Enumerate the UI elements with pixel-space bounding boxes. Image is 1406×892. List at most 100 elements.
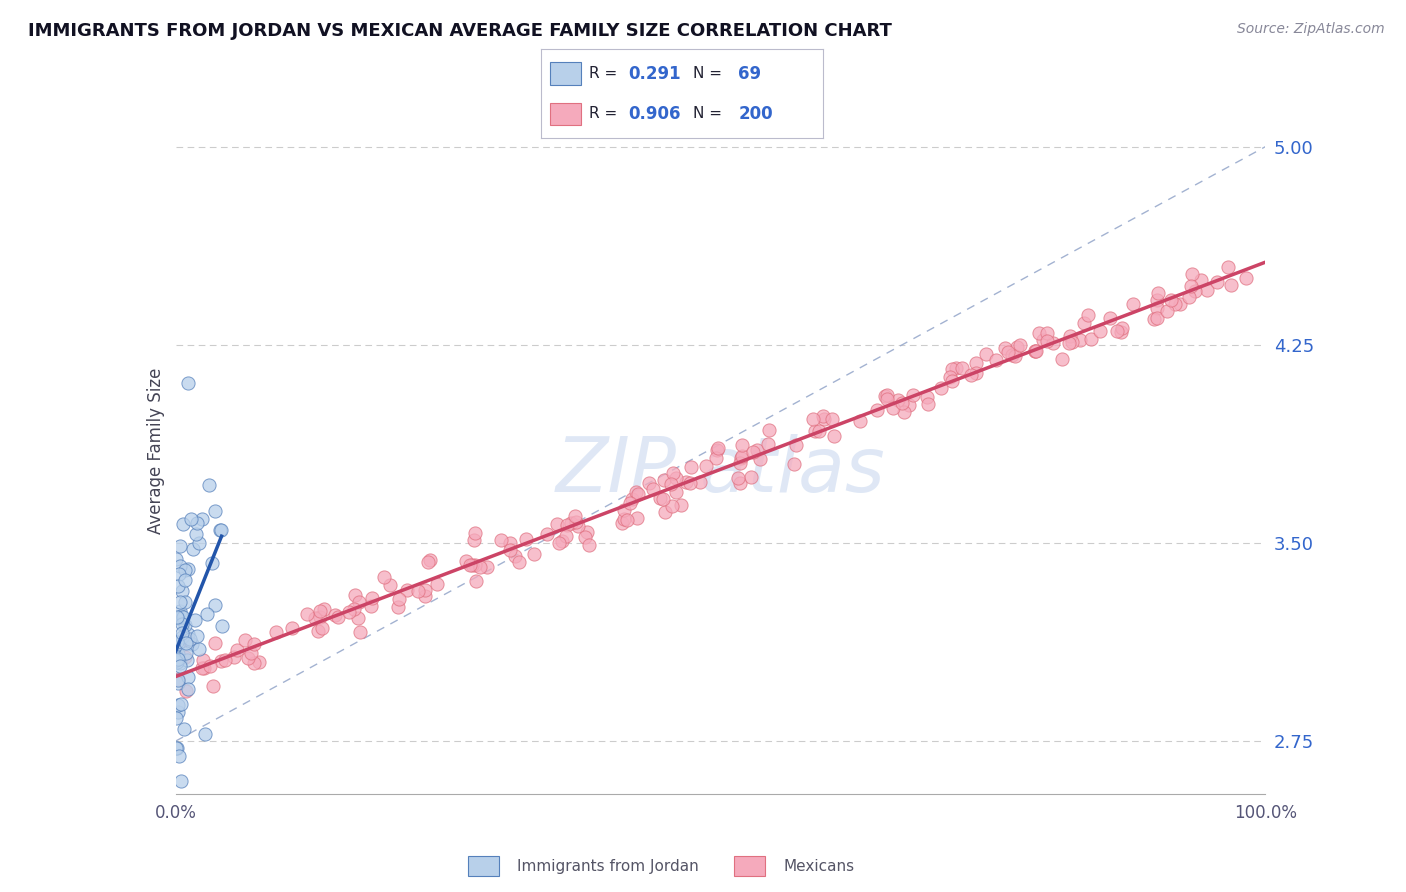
Point bbox=[1032, 333, 1054, 347]
Point bbox=[167, 749, 190, 764]
Point bbox=[242, 637, 264, 651]
Point bbox=[578, 538, 600, 552]
Point bbox=[167, 647, 190, 661]
Point bbox=[174, 618, 197, 632]
Point bbox=[165, 740, 187, 755]
Point bbox=[1028, 326, 1050, 340]
Text: 69: 69 bbox=[738, 64, 761, 83]
Point bbox=[1057, 335, 1080, 350]
Bar bbox=[734, 856, 765, 876]
Text: IMMIGRANTS FROM JORDAN VS MEXICAN AVERAGE FAMILY SIZE CORRELATION CHART: IMMIGRANTS FROM JORDAN VS MEXICAN AVERAG… bbox=[28, 22, 891, 40]
Point bbox=[198, 478, 221, 492]
Text: N =: N = bbox=[693, 66, 723, 81]
Point bbox=[669, 498, 692, 512]
Point bbox=[576, 524, 599, 539]
Point bbox=[1024, 343, 1046, 358]
Point bbox=[1107, 324, 1129, 338]
Point bbox=[325, 608, 347, 623]
FancyBboxPatch shape bbox=[550, 103, 581, 125]
Point bbox=[170, 630, 193, 644]
Point bbox=[170, 584, 193, 599]
Text: 0.291: 0.291 bbox=[628, 64, 681, 83]
Point bbox=[464, 574, 486, 588]
Point bbox=[174, 636, 197, 650]
Point bbox=[184, 614, 207, 628]
Point bbox=[181, 542, 204, 557]
Point bbox=[169, 539, 191, 553]
Point bbox=[756, 436, 779, 450]
Point bbox=[652, 492, 675, 507]
Point bbox=[546, 517, 568, 532]
Point bbox=[225, 643, 247, 657]
Point bbox=[662, 466, 685, 480]
Point bbox=[1001, 348, 1024, 362]
Point bbox=[626, 510, 648, 524]
Point bbox=[343, 601, 366, 615]
Point bbox=[209, 654, 232, 668]
Point bbox=[807, 424, 830, 438]
Point bbox=[176, 561, 198, 575]
Point bbox=[730, 450, 752, 465]
Point bbox=[378, 578, 401, 592]
Point bbox=[349, 625, 371, 640]
Point bbox=[1111, 321, 1133, 335]
Point bbox=[1160, 293, 1182, 307]
Point bbox=[1236, 271, 1258, 285]
Point bbox=[169, 657, 191, 671]
Point bbox=[1219, 277, 1241, 292]
Point bbox=[167, 566, 190, 581]
Point bbox=[167, 579, 190, 593]
Point bbox=[461, 558, 484, 572]
Point bbox=[689, 475, 711, 490]
Point bbox=[264, 624, 287, 639]
Point bbox=[170, 698, 193, 712]
Point bbox=[344, 589, 367, 603]
Point bbox=[308, 604, 330, 618]
Point bbox=[849, 414, 872, 428]
Point bbox=[740, 470, 762, 484]
Point bbox=[172, 617, 194, 632]
Text: 0.906: 0.906 bbox=[628, 104, 681, 123]
Point bbox=[503, 549, 526, 564]
Point bbox=[413, 582, 436, 597]
Point bbox=[619, 496, 641, 510]
Point bbox=[470, 560, 492, 574]
Point bbox=[188, 536, 211, 550]
Point bbox=[627, 486, 650, 500]
Point bbox=[214, 653, 236, 667]
Point bbox=[347, 594, 370, 608]
Point bbox=[1178, 290, 1201, 304]
Point bbox=[1146, 310, 1168, 325]
Point bbox=[165, 653, 187, 667]
Text: R =: R = bbox=[589, 106, 617, 121]
Point bbox=[176, 681, 198, 696]
Point bbox=[1007, 340, 1029, 354]
Point bbox=[169, 609, 191, 624]
Point bbox=[167, 637, 190, 651]
Point bbox=[550, 533, 572, 548]
Point bbox=[173, 650, 195, 665]
Point bbox=[1164, 297, 1187, 311]
Point bbox=[169, 595, 191, 609]
Point bbox=[613, 502, 636, 516]
Point bbox=[1080, 332, 1102, 346]
Point bbox=[166, 673, 188, 688]
Point bbox=[704, 451, 727, 466]
Point bbox=[1050, 351, 1073, 366]
Point bbox=[166, 610, 188, 624]
Point bbox=[360, 599, 382, 614]
Point bbox=[678, 476, 700, 491]
Point bbox=[610, 516, 633, 530]
Point bbox=[1184, 284, 1206, 298]
Text: ZIP atlas: ZIP atlas bbox=[555, 434, 886, 508]
Point bbox=[876, 392, 898, 406]
Point bbox=[304, 611, 326, 625]
Point bbox=[211, 619, 233, 633]
Point bbox=[413, 590, 436, 604]
Point bbox=[307, 624, 329, 638]
Point bbox=[1180, 279, 1202, 293]
Point bbox=[204, 636, 226, 650]
Point bbox=[882, 401, 904, 415]
Point bbox=[361, 591, 384, 606]
Point bbox=[758, 423, 780, 437]
